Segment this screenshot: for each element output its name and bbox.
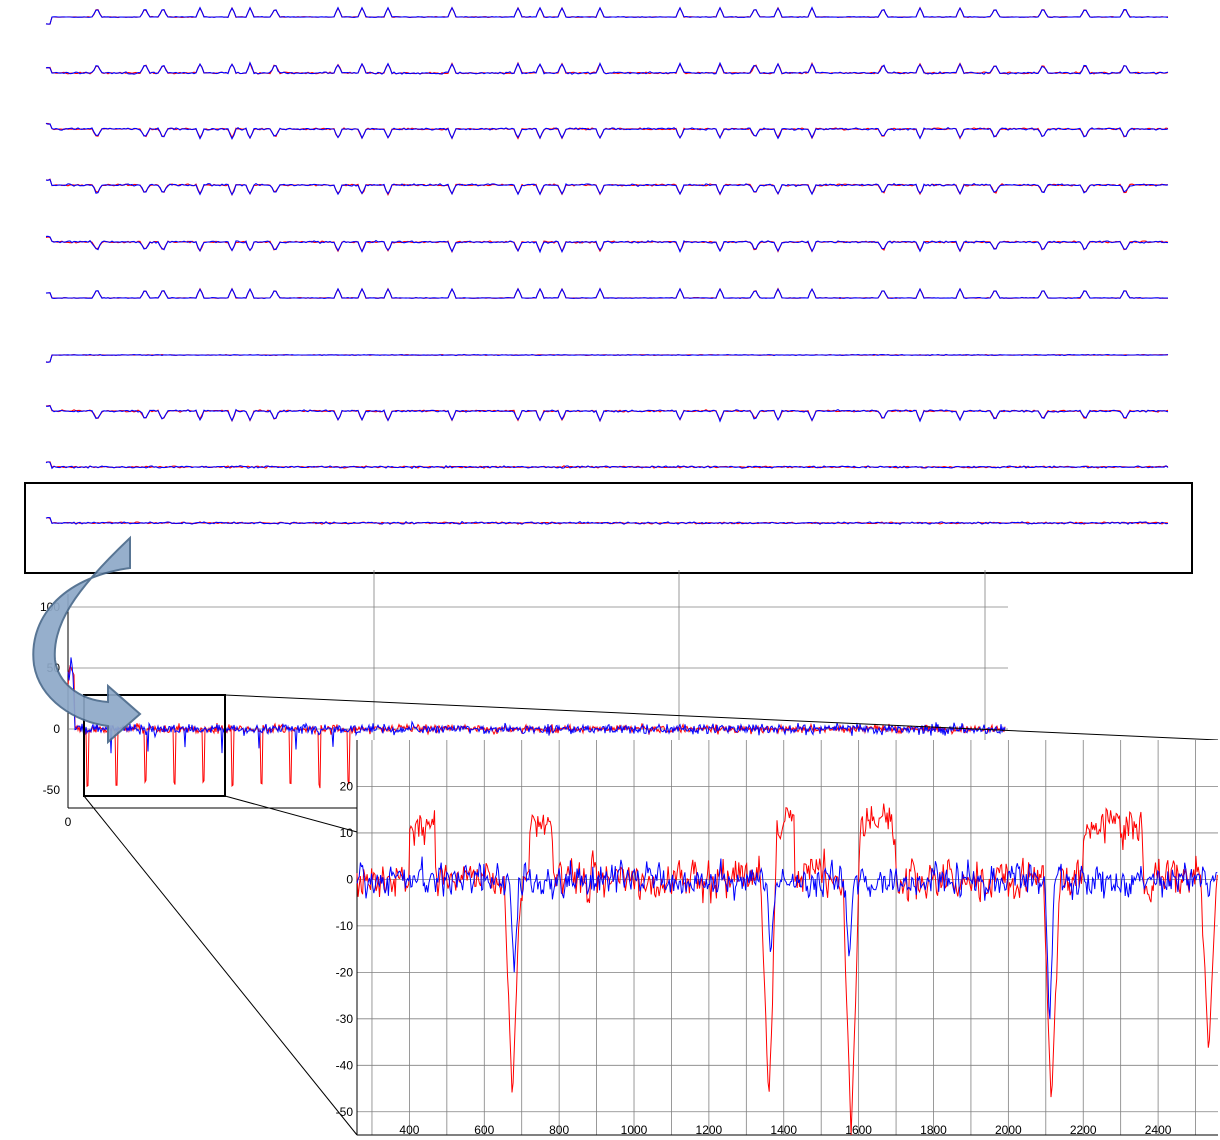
zoom-region-box xyxy=(83,694,226,797)
trace-row-8-red xyxy=(45,404,1169,423)
trace-row-5-blue xyxy=(45,235,1169,254)
zoomed-y-tick-label: -10 xyxy=(336,919,354,933)
overview-x-ticks: 0 xyxy=(65,815,72,829)
trace-row-6-blue xyxy=(45,287,1169,300)
zoomed-x-tick-label: 1400 xyxy=(770,1123,797,1137)
zoomed-trace-red xyxy=(356,803,1218,1136)
zoom-connector-lines xyxy=(83,694,1219,1136)
trace-row-10-blue xyxy=(45,516,1169,525)
highlight-box xyxy=(24,482,1193,574)
zoomed-trace-blue xyxy=(356,856,1218,1020)
trace-row-9-blue xyxy=(45,461,1169,470)
zoomed-y-tick-label: 10 xyxy=(340,826,354,840)
zoomed-y-tick-label: 0 xyxy=(346,872,353,886)
zoomed-y-ticks: 20 10 0 -10 -20 -30 -40 -50 xyxy=(336,779,354,1118)
overview-y-tick-label: -50 xyxy=(43,783,61,797)
zoomed-x-tick-label: 2400 xyxy=(1145,1123,1172,1137)
zoomed-y-tick-label: -30 xyxy=(336,1012,354,1026)
zoomed-x-tick-label: 600 xyxy=(474,1123,494,1137)
zoomed-traces xyxy=(356,803,1218,1136)
stacked-traces xyxy=(45,6,1169,525)
trace-row-5-red xyxy=(45,236,1169,254)
zoomed-x-tick-label: 1600 xyxy=(845,1123,872,1137)
overview-trace-blue xyxy=(67,657,1006,754)
trace-row-8-blue xyxy=(45,405,1169,423)
zoomed-x-tick-label: 1200 xyxy=(696,1123,723,1137)
trace-row-7-blue xyxy=(45,353,1169,363)
overview-y-tick-label: 0 xyxy=(53,722,60,736)
overview-chart: 100500-50 0 xyxy=(40,570,1008,829)
curved-arrow-icon xyxy=(32,535,142,745)
trace-row-7-red xyxy=(45,354,1169,363)
trace-row-2-blue xyxy=(45,61,1169,75)
zoomed-y-tick-label: -50 xyxy=(336,1105,354,1119)
zoomed-chart: 20 10 0 -10 -20 -30 -40 -50 400 600 800 1000 1200 14… xyxy=(336,740,1218,1137)
zoomed-x-tick-label: 1800 xyxy=(920,1123,947,1137)
zoomed-grid xyxy=(356,740,1218,1136)
trace-row-3-blue xyxy=(45,122,1169,141)
zoomed-x-tick-label: 800 xyxy=(549,1123,569,1137)
zoomed-x-tick-label: 1000 xyxy=(621,1123,648,1137)
zoomed-x-tick-label: 2000 xyxy=(995,1123,1022,1137)
zoomed-x-tick-label: 400 xyxy=(399,1123,419,1137)
zoomed-y-tick-label: 20 xyxy=(340,779,354,793)
trace-row-1-blue xyxy=(45,6,1169,25)
trace-row-4-blue xyxy=(45,178,1169,196)
zoomed-x-ticks: 400 600 800 1000 1200 1400 1600 1800 2000 2200 240… xyxy=(399,1123,1171,1137)
zoomed-y-tick-label: -40 xyxy=(336,1058,354,1072)
overview-x-tick-label: 0 xyxy=(65,815,72,829)
zoomed-x-tick-label: 2200 xyxy=(1070,1123,1097,1137)
zoomed-plot-area xyxy=(357,740,1218,1135)
zoomed-y-tick-label: -20 xyxy=(336,965,354,979)
